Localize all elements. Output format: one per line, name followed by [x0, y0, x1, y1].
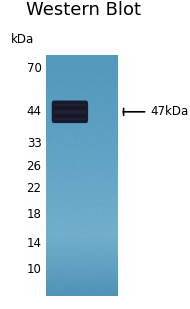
Text: 18: 18	[27, 208, 42, 221]
Text: 10: 10	[27, 263, 42, 276]
Text: 14: 14	[27, 237, 42, 250]
Text: kDa: kDa	[11, 33, 34, 46]
Text: 22: 22	[27, 183, 42, 196]
Text: Western Blot: Western Blot	[26, 1, 141, 19]
Text: 44: 44	[27, 105, 42, 118]
FancyBboxPatch shape	[52, 100, 88, 123]
Text: 26: 26	[27, 160, 42, 173]
Text: 70: 70	[27, 62, 42, 75]
Text: 33: 33	[27, 137, 42, 150]
Text: 47kDa: 47kDa	[150, 105, 189, 118]
